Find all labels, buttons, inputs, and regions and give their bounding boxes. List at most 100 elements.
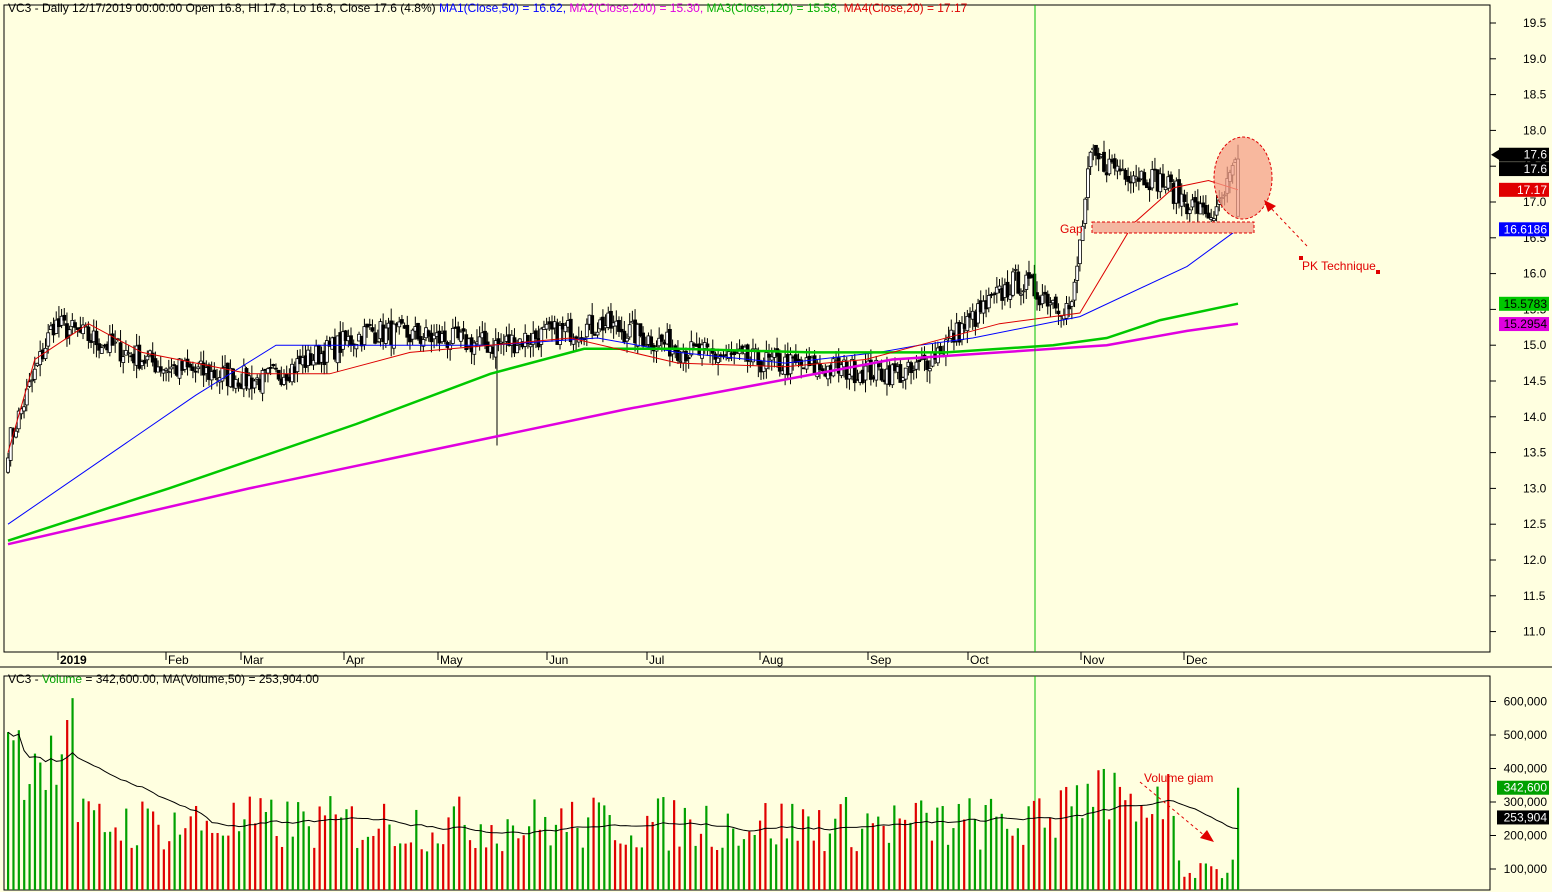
- volume-bar: [1118, 786, 1122, 890]
- candle-body: [212, 369, 217, 379]
- candle-body: [370, 327, 375, 332]
- candle-body: [1016, 271, 1021, 294]
- volume-bar: [1140, 805, 1143, 890]
- volume-bar: [861, 828, 864, 890]
- candle-body: [1107, 158, 1112, 175]
- candle-body: [622, 330, 627, 343]
- candle-body: [421, 339, 426, 347]
- candle-body: [220, 367, 225, 382]
- candle-body: [1013, 268, 1018, 271]
- candle-body: [252, 380, 257, 389]
- candle-body: [1144, 182, 1149, 189]
- x-tick-label: Jul: [649, 653, 664, 667]
- candle-body: [1203, 205, 1208, 215]
- candle-body: [1206, 212, 1211, 219]
- candle-body: [643, 344, 648, 347]
- price-tick-label: 14.5: [1523, 374, 1547, 388]
- volume-bar: [382, 803, 386, 890]
- header-ma1: MA1(Close,50) = 16.62,: [438, 1, 567, 15]
- volume-bar: [683, 807, 686, 890]
- volume-bar: [114, 827, 117, 890]
- price-label-close: 17.6: [1524, 162, 1548, 176]
- candle-body: [831, 358, 836, 377]
- volume-bar: [850, 847, 853, 890]
- pk-arrow-line: [1267, 204, 1308, 247]
- volume-arrow-line: [1139, 781, 1206, 837]
- candle-body: [788, 354, 793, 375]
- candle-body: [442, 330, 447, 342]
- volume-bar: [173, 812, 176, 890]
- volume-bar: [474, 847, 477, 890]
- volume-bar: [1172, 815, 1175, 890]
- candle-body: [568, 318, 573, 343]
- gap-label: Gap: [1060, 222, 1083, 236]
- volume-bar: [775, 844, 778, 890]
- candle-body: [625, 337, 629, 342]
- volume-bar: [1210, 866, 1213, 890]
- volume-bar: [963, 819, 966, 890]
- candle-body: [1112, 158, 1117, 169]
- volume-bar: [1167, 774, 1170, 890]
- volume-bar: [1194, 877, 1197, 890]
- candle-body: [1187, 209, 1192, 214]
- price-label-ma4: 17.17: [1517, 183, 1547, 197]
- candle-body: [169, 366, 174, 370]
- gap-zone-box: [1091, 221, 1255, 234]
- candle-body: [863, 365, 868, 381]
- candle-body: [976, 303, 980, 324]
- candle-body: [879, 368, 884, 381]
- volume-bar: [877, 816, 880, 890]
- candle-body: [121, 356, 126, 363]
- volume-bar: [393, 846, 396, 890]
- volume-bar: [248, 796, 251, 890]
- candle-body: [276, 369, 281, 380]
- candle-body: [196, 366, 201, 370]
- pk-handle-right[interactable]: [1376, 270, 1380, 274]
- volume-bar: [399, 843, 402, 890]
- candle-body: [1056, 310, 1061, 315]
- volume-bar: [313, 847, 316, 890]
- volume-bar: [1124, 800, 1127, 890]
- volume-bar: [1156, 786, 1159, 890]
- candle-body: [1045, 293, 1050, 307]
- volume-bar: [818, 810, 821, 890]
- candle-body: [767, 353, 771, 358]
- candle-body: [1136, 177, 1141, 182]
- candle-body: [373, 332, 378, 344]
- candle-body: [684, 350, 688, 362]
- candle-body: [911, 368, 916, 371]
- pk-handle-left[interactable]: [1299, 256, 1303, 260]
- price-tick-label: 18.5: [1523, 88, 1547, 102]
- volume-bar: [254, 823, 257, 890]
- volume-bar: [270, 799, 273, 890]
- volume-bar: [345, 809, 348, 890]
- price-tick-label: 16.0: [1523, 267, 1547, 281]
- candle-body: [432, 334, 436, 340]
- volume-bar: [98, 803, 101, 890]
- header-ma3: MA3(Close,120) = 15.58,: [706, 1, 841, 15]
- volume-bar: [49, 735, 53, 890]
- candle-body: [601, 316, 605, 331]
- candle-body: [525, 335, 530, 345]
- candle-body: [172, 364, 177, 367]
- candle-body: [150, 352, 155, 363]
- candle-body: [726, 351, 731, 359]
- volume-bar: [404, 843, 407, 890]
- x-tick-label: 2019: [60, 653, 87, 667]
- volume-bar: [280, 846, 284, 890]
- candle-body: [793, 354, 798, 363]
- candle-body: [94, 330, 99, 346]
- candle-body: [1182, 194, 1187, 203]
- volume-bar: [1081, 818, 1084, 890]
- volume-bar: [613, 840, 617, 890]
- volume-bar: [699, 833, 703, 890]
- volume-bar: [640, 847, 643, 890]
- volume-label-ma: 253,904: [1504, 810, 1548, 824]
- volume-bar: [791, 803, 794, 890]
- pk-technique-label: PK Technique: [1302, 259, 1376, 273]
- volume-bar: [1011, 835, 1014, 890]
- volume-bar: [565, 831, 568, 890]
- volume-bar: [1113, 772, 1116, 890]
